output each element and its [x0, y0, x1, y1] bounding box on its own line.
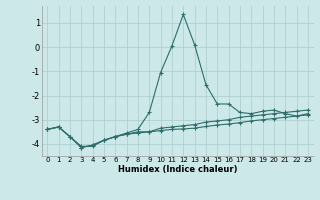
X-axis label: Humidex (Indice chaleur): Humidex (Indice chaleur) — [118, 165, 237, 174]
